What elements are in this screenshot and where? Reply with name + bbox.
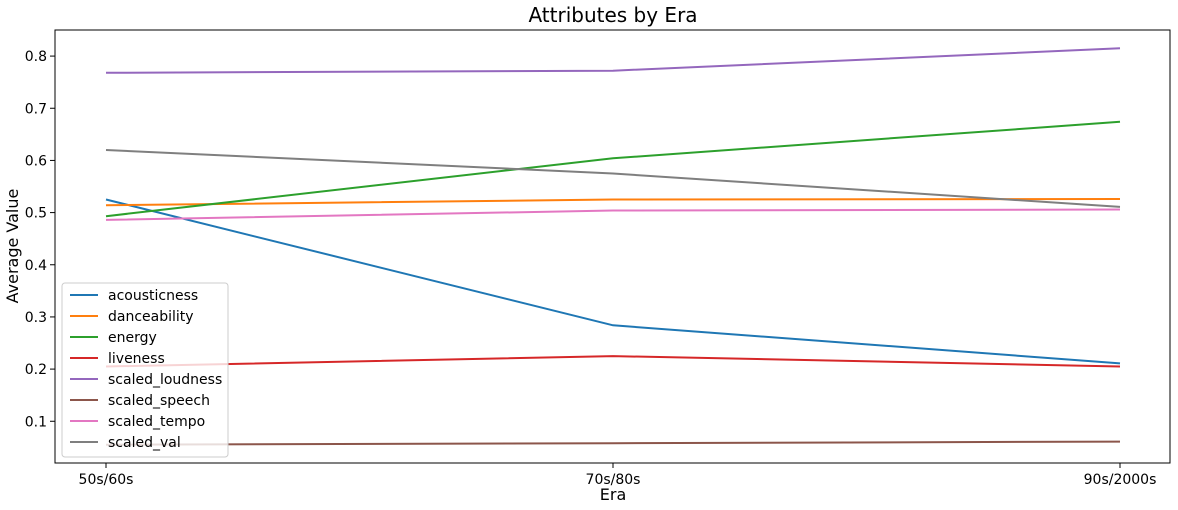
series-line-liveness [105, 355, 1121, 368]
legend: acousticness danceability energy liveness sc… [61, 282, 229, 458]
y-axis-label: Average Value [3, 189, 22, 304]
legend-label: scaled_speech [108, 393, 210, 409]
legend-label: scaled_tempo [108, 414, 205, 430]
legend-box [61, 282, 229, 458]
legend-label: energy [108, 330, 157, 346]
y-tick-label: 0.5 [25, 206, 47, 222]
x-axis: 50s/60s 70s/80s 90s/2000s [79, 463, 1157, 488]
chart-title: Attributes by Era [528, 3, 697, 27]
x-tick-label: 50s/60s [79, 472, 134, 488]
plot-area [105, 47, 1121, 446]
series-line-danceability [105, 198, 1121, 207]
y-tick-label: 0.1 [25, 414, 47, 430]
series-line-energy [105, 120, 1121, 218]
x-axis-label: Era [600, 485, 627, 504]
series-line-scaled-speech [105, 440, 1121, 446]
x-tick-label: 90s/2000s [1084, 472, 1157, 488]
y-tick-label: 0.7 [25, 101, 47, 117]
series-line-acousticness [105, 198, 1121, 365]
x-tick-label: 70s/80s [586, 472, 641, 488]
y-tick-label: 0.2 [25, 362, 47, 378]
y-axis: 0.1 0.2 0.3 0.4 0.5 0.6 0.7 0.8 [25, 49, 55, 430]
y-tick-label: 0.6 [25, 153, 47, 169]
series-line-scaled-tempo [105, 208, 1121, 221]
legend-label: liveness [108, 351, 165, 367]
y-tick-label: 0.8 [25, 49, 47, 65]
legend-label: danceability [108, 309, 194, 325]
series-line-scaled-val [105, 149, 1121, 208]
legend-label: scaled_val [108, 435, 181, 451]
legend-label: scaled_loudness [108, 372, 222, 388]
series-line-scaled-loudness [105, 47, 1121, 74]
y-tick-label: 0.4 [25, 258, 47, 274]
y-tick-label: 0.3 [25, 310, 47, 326]
legend-label: acousticness [108, 288, 198, 304]
